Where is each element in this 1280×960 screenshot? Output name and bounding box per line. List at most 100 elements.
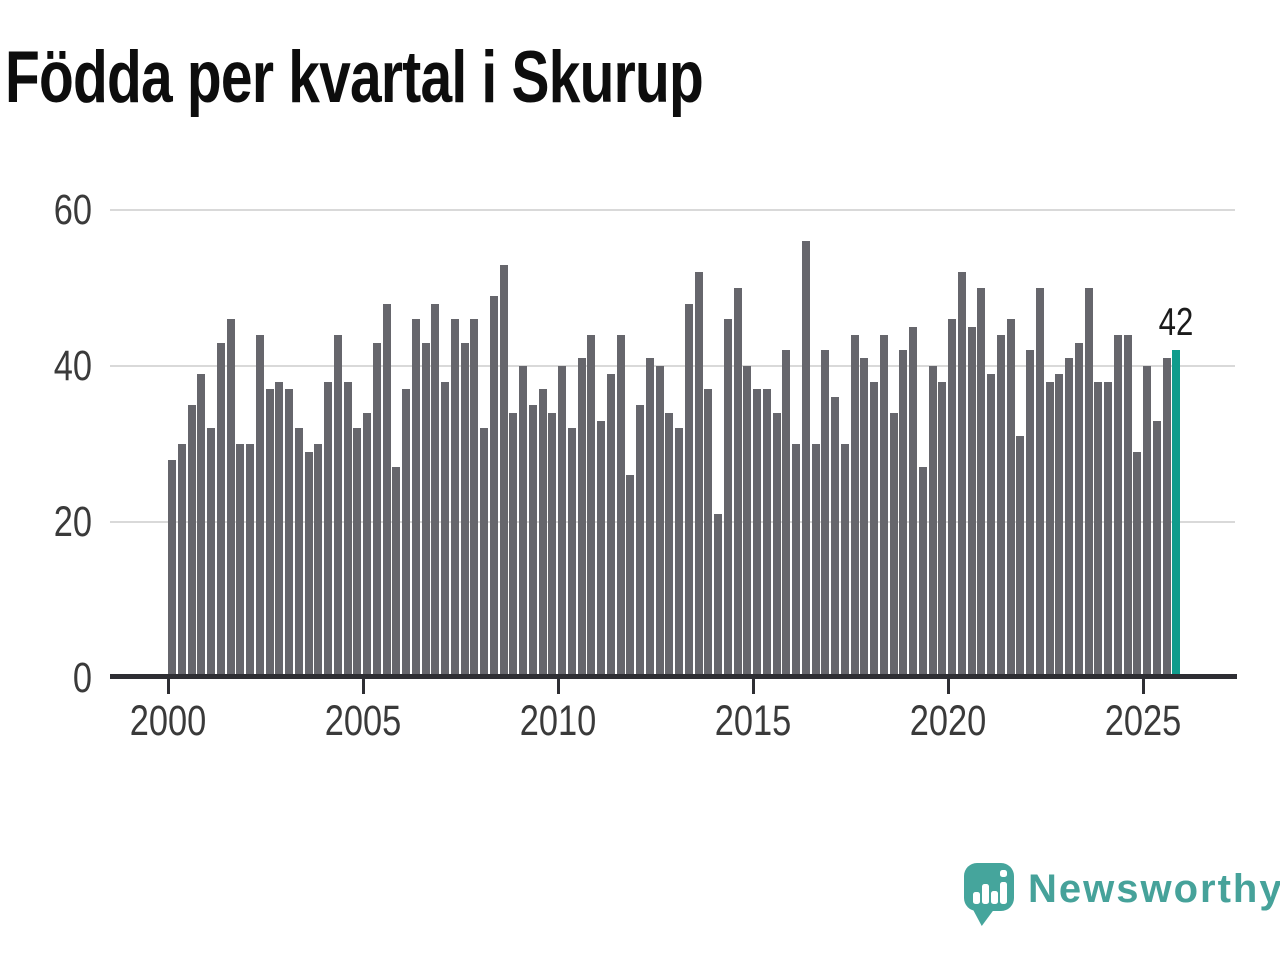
bar [675,428,683,678]
bar [353,428,362,678]
bar [928,366,937,678]
bar [821,350,830,678]
x-axis-tick [556,679,560,694]
bar [470,319,479,678]
bar [645,358,654,678]
bar [333,334,342,678]
bar [909,327,917,678]
bar [1162,358,1171,678]
logo-wordmark: Newsworthy [1028,867,1280,911]
bar [197,373,206,678]
bar [431,303,440,678]
last-value-label: 42 [1158,301,1194,345]
bar [772,412,781,678]
x-axis-tick-label: 2020 [909,697,987,745]
bar [207,428,215,678]
bar [918,467,927,678]
x-axis-tick [361,679,365,694]
bar [168,459,176,678]
bar [889,412,898,678]
bar [392,467,401,678]
bar [870,381,878,678]
logo-exclamation-dot-icon [1000,870,1007,877]
x-axis-tick-label: 2025 [1104,697,1182,745]
bar [265,389,274,678]
bar [489,295,498,678]
bar [1026,350,1034,678]
y-axis-tick-label: 20 [53,498,92,546]
bar [1006,319,1015,678]
bar [1152,420,1161,678]
bar [460,342,469,678]
bar [402,389,410,678]
bar [343,381,352,678]
bar [567,428,576,678]
bar [801,241,810,678]
bar [860,358,869,678]
logo-exclamation-stem-icon [1000,882,1007,904]
bar [665,412,674,678]
logo-bar-icon [991,891,998,904]
bar [528,405,537,678]
y-axis-tick-label: 60 [53,186,92,234]
bar [372,342,381,678]
bar [977,288,986,678]
bar [743,366,752,678]
bar [714,514,722,678]
bar [636,405,644,678]
bar [255,334,264,678]
bar [967,327,976,678]
x-axis-tick-label: 2000 [129,697,207,745]
bar [996,334,1005,678]
bar [421,342,430,678]
bar [1084,288,1093,678]
x-axis-tick-label: 2010 [519,697,597,745]
bar [811,444,820,678]
bar [762,389,771,678]
gridline-y-60 [110,209,1235,211]
bar [519,366,527,678]
bar [987,373,995,678]
bar [236,444,245,678]
bar [1045,381,1054,678]
bar [187,405,196,678]
bar [1123,334,1132,678]
bar [831,397,839,678]
bar [1016,436,1025,678]
x-axis-tick-label: 2005 [324,697,402,745]
chart-title: Födda per kvartal i Skurup [5,37,704,118]
bar-chart-speech-bubble-icon [964,863,1014,911]
bar [509,412,518,678]
x-axis-tick [751,679,755,694]
bar [850,334,859,678]
bar [733,288,742,678]
bar [363,412,371,678]
x-axis-tick-label: 2015 [714,697,792,745]
highlighted-bar [1172,350,1181,678]
bar [382,303,391,678]
bar [840,444,849,678]
bar [1143,366,1151,678]
bar [792,444,800,678]
bar [548,412,557,678]
logo-bar-icon [973,892,980,904]
bar [285,389,293,678]
bar [753,389,761,678]
bar [246,444,254,678]
gridline-y-40 [110,365,1235,367]
speech-bubble-tail-icon [970,904,998,926]
bar [597,420,605,678]
bar [655,366,664,678]
bar [616,334,625,678]
bar [1094,381,1103,678]
logo-bar-icon [982,884,989,904]
bar [704,389,713,678]
x-axis-line [110,674,1237,679]
bar [938,381,947,678]
bar [1113,334,1122,678]
bar [948,319,956,678]
bar [587,334,596,678]
bar [606,373,615,678]
